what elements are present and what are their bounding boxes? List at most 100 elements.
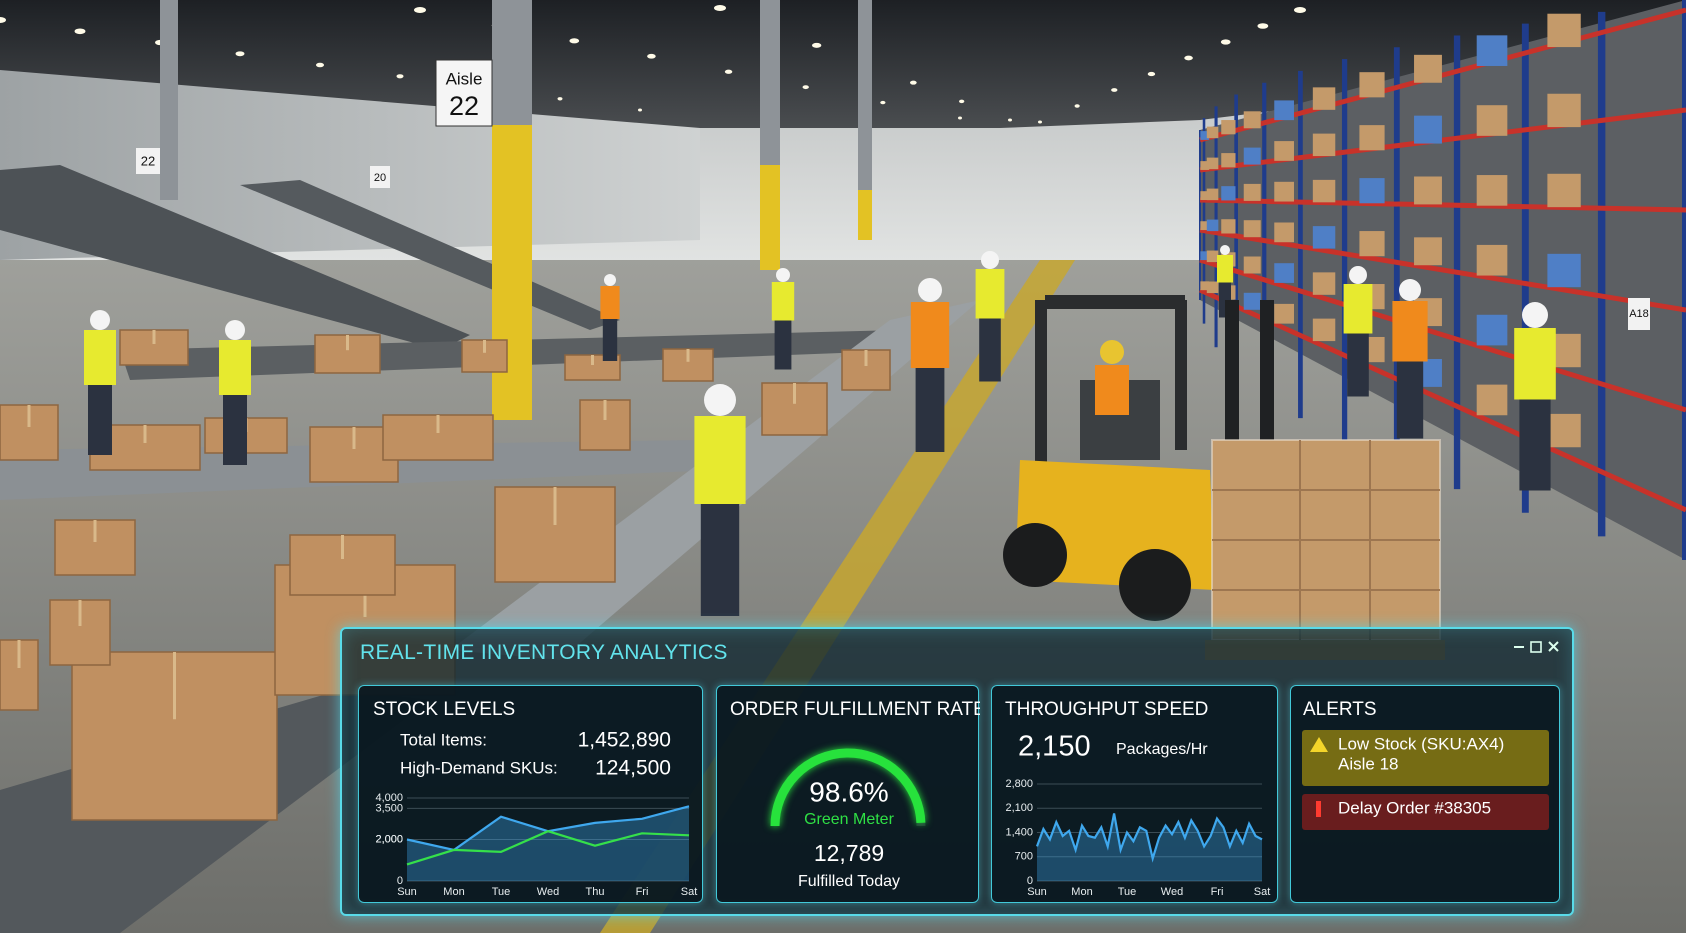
stat-value: 1,452,890: [578, 729, 671, 752]
stock-chart: STOCK LEVELS Total Items: 1,452,890 High…: [373, 699, 698, 898]
alert-box: [1302, 730, 1549, 786]
ceiling-light: [959, 99, 965, 104]
rack-box: [1206, 188, 1219, 201]
y-tick-label: 3,500: [375, 802, 403, 814]
ceiling-light: [910, 80, 917, 85]
rack-box: [1206, 126, 1219, 139]
rack-box: [1243, 147, 1261, 165]
worker-head: [90, 310, 110, 330]
small-sign-text: A18: [1629, 308, 1649, 320]
ceiling-light: [557, 97, 563, 101]
worker-vest: [975, 269, 1005, 319]
worker-legs: [1396, 361, 1424, 439]
ceiling-light: [647, 53, 656, 59]
stat-label: Total Items:: [400, 730, 487, 749]
ceiling-light: [1184, 55, 1193, 61]
ceiling-light: [74, 28, 86, 35]
rack-box: [1476, 35, 1508, 66]
rack-box: [1414, 237, 1442, 266]
pillar-top: [760, 0, 780, 165]
racks: [1198, 0, 1686, 560]
worker-legs: [88, 385, 112, 455]
rack-beam: [1199, 197, 1686, 213]
worker-head: [981, 251, 999, 269]
throughput-chart: THROUGHPUT SPEED 2,150 Packages/Hr 2,800…: [1005, 699, 1271, 898]
rack-box: [1200, 161, 1210, 170]
y-tick-label: 2,000: [375, 833, 403, 845]
throughput-value: 2,150: [1018, 731, 1091, 763]
rack-box: [1312, 226, 1336, 249]
rack-box: [1221, 186, 1236, 201]
small-sign-text: 22: [141, 153, 155, 168]
rack-box: [1274, 181, 1294, 202]
rack-box: [1206, 219, 1219, 232]
gauge-label: Green Meter: [804, 811, 894, 828]
rack-box: [1243, 256, 1261, 274]
x-tick-label: Fri: [636, 886, 649, 898]
worker-head: [1349, 266, 1367, 284]
rack-box: [1547, 93, 1581, 128]
analytics-panel: REAL-TIME INVENTORY ANALYTICS STOCK LEVE…: [340, 627, 1574, 916]
rack-box: [1243, 292, 1261, 310]
ceiling-light: [396, 74, 404, 79]
y-tick-label: 0: [397, 875, 403, 887]
rack-box: [1274, 141, 1294, 161]
worker-head: [225, 320, 245, 340]
x-tick-label: Tue: [1118, 886, 1137, 898]
close-button[interactable]: [1548, 641, 1559, 652]
worker-vest: [910, 302, 950, 368]
rack-box: [1243, 220, 1261, 238]
x-tick-label: Sat: [681, 886, 698, 898]
rack-box: [1200, 191, 1210, 201]
pallet: [1205, 439, 1445, 660]
rack-box: [1476, 314, 1508, 346]
rack-box: [1312, 179, 1336, 203]
stat-value: 124,500: [595, 757, 671, 780]
alert-box: [1302, 794, 1549, 830]
rack-box: [1206, 157, 1219, 170]
worker-vest: [1392, 301, 1428, 362]
box: [289, 534, 396, 596]
ceiling-light: [569, 38, 580, 44]
rack-box: [1359, 125, 1385, 151]
ceiling-light: [414, 7, 426, 13]
rack-box: [1206, 281, 1219, 294]
rack-box: [1274, 303, 1294, 324]
rack-box: [1274, 100, 1294, 121]
small-sign: [370, 166, 390, 188]
y-tick-label: 2,100: [1005, 802, 1033, 814]
rack-box: [1243, 183, 1261, 201]
alerts-card: ALERTS Low Stock (SKU:AX4) Aisle 18 Delay …: [1290, 685, 1560, 903]
worker-head: [1522, 302, 1548, 328]
worker-legs: [223, 395, 247, 465]
rack-box: [1359, 72, 1385, 98]
card-title: ALERTS: [1303, 699, 1377, 720]
rack-box: [1547, 173, 1581, 208]
rack-box: [1476, 244, 1508, 276]
worker-vest: [1217, 255, 1233, 283]
worker-head: [776, 268, 790, 282]
ceiling-light: [1257, 23, 1269, 29]
worker-head: [1220, 245, 1230, 255]
workers: [84, 245, 1556, 616]
rack-box: [1200, 281, 1210, 291]
worker-head: [918, 278, 942, 302]
rack-box: [1476, 384, 1508, 416]
ceiling-light: [1147, 71, 1156, 77]
ceiling-light: [638, 108, 642, 112]
ceiling-light: [714, 5, 726, 11]
x-tick-label: Sat: [1254, 886, 1271, 898]
worker-vest: [219, 340, 251, 395]
x-tick-label: Wed: [1161, 886, 1183, 898]
ceiling-light: [0, 17, 6, 23]
pillar: [160, 0, 178, 200]
y-tick-label: 1,400: [1005, 826, 1033, 838]
count-label: Fulfilled Today: [798, 873, 900, 890]
ceiling-light: [958, 116, 962, 120]
aisle-sign: [435, 59, 493, 127]
worker-legs: [979, 318, 1001, 382]
card-title: THROUGHPUT SPEED: [1005, 699, 1208, 720]
maximize-button[interactable]: [1530, 641, 1542, 653]
